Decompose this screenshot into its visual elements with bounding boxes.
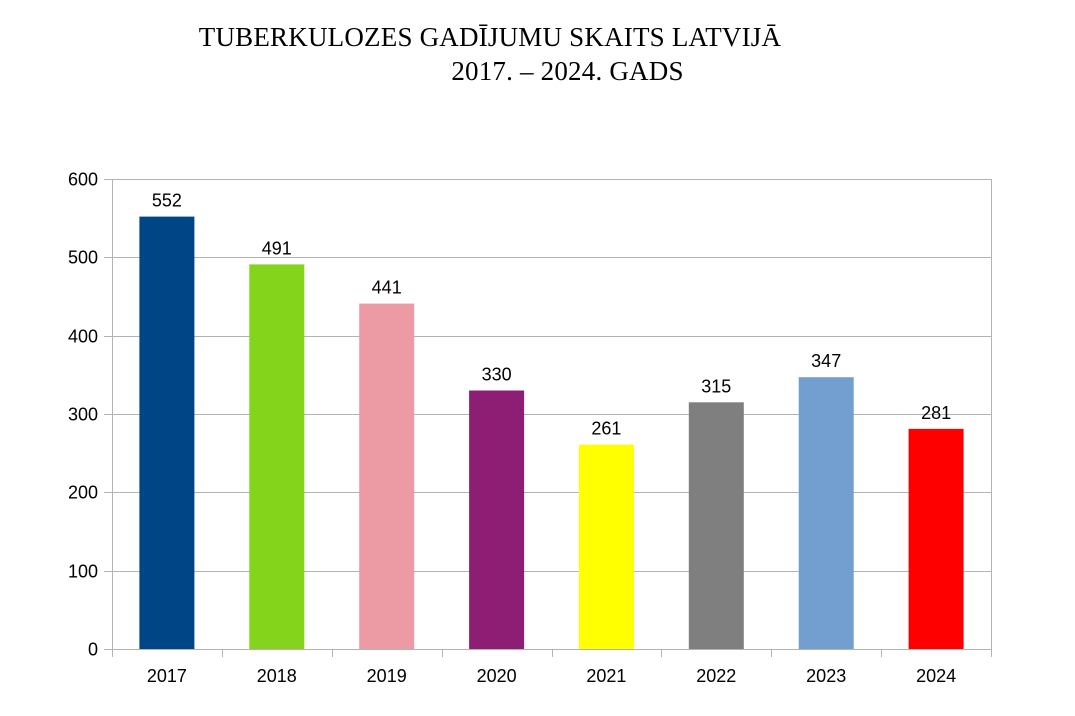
data-label-2019: 441 bbox=[372, 278, 402, 298]
bar-2021 bbox=[578, 444, 634, 649]
data-label-2021: 261 bbox=[591, 419, 621, 439]
y-tick-label: 600 bbox=[68, 170, 98, 190]
x-tick-label-2024: 2024 bbox=[916, 666, 956, 686]
y-tick-label: 500 bbox=[68, 248, 98, 268]
x-tick-label-2019: 2019 bbox=[367, 666, 407, 686]
data-labels: 552 491 441 330 261 315 347 281 bbox=[152, 191, 951, 439]
data-label-2020: 330 bbox=[482, 365, 512, 385]
data-label-2017: 552 bbox=[152, 191, 182, 211]
x-tick-label-2018: 2018 bbox=[257, 666, 297, 686]
bar-2019 bbox=[359, 303, 415, 649]
chart-title-line-1: TUBERKULOZES GADĪJUMU SKAITS LATVIJĀ bbox=[198, 22, 782, 52]
y-tick-label: 200 bbox=[68, 483, 98, 503]
x-tick-label-2020: 2020 bbox=[477, 666, 517, 686]
x-tick-label-2017: 2017 bbox=[147, 666, 187, 686]
data-label-2018: 491 bbox=[262, 238, 292, 258]
y-tick-label: 0 bbox=[88, 640, 98, 660]
gridlines bbox=[104, 179, 992, 650]
bars bbox=[139, 216, 964, 650]
bar-2020 bbox=[469, 390, 525, 649]
bar-2023 bbox=[798, 377, 854, 649]
x-tick-label-2022: 2022 bbox=[696, 666, 736, 686]
chart-title-line-2: 2017. – 2024. GADS bbox=[451, 56, 684, 86]
bar-2022 bbox=[688, 402, 744, 650]
bar-2017 bbox=[139, 216, 195, 649]
y-tick-label: 100 bbox=[68, 562, 98, 582]
chart-title: TUBERKULOZES GADĪJUMU SKAITS LATVIJĀ 201… bbox=[0, 20, 1075, 88]
x-tick-label-2023: 2023 bbox=[806, 666, 846, 686]
data-label-2022: 315 bbox=[701, 376, 731, 396]
bar-2018 bbox=[249, 264, 305, 649]
data-label-2023: 347 bbox=[811, 351, 841, 371]
y-axis: 0 100 200 300 400 500 600 bbox=[68, 170, 98, 660]
bar-2024 bbox=[908, 428, 964, 649]
y-tick-label: 300 bbox=[68, 405, 98, 425]
data-label-2024: 281 bbox=[921, 403, 951, 423]
x-tick-label-2021: 2021 bbox=[586, 666, 626, 686]
x-axis: 2017 2018 2019 2020 2021 2022 2023 2024 bbox=[112, 649, 992, 686]
y-tick-label: 400 bbox=[68, 327, 98, 347]
